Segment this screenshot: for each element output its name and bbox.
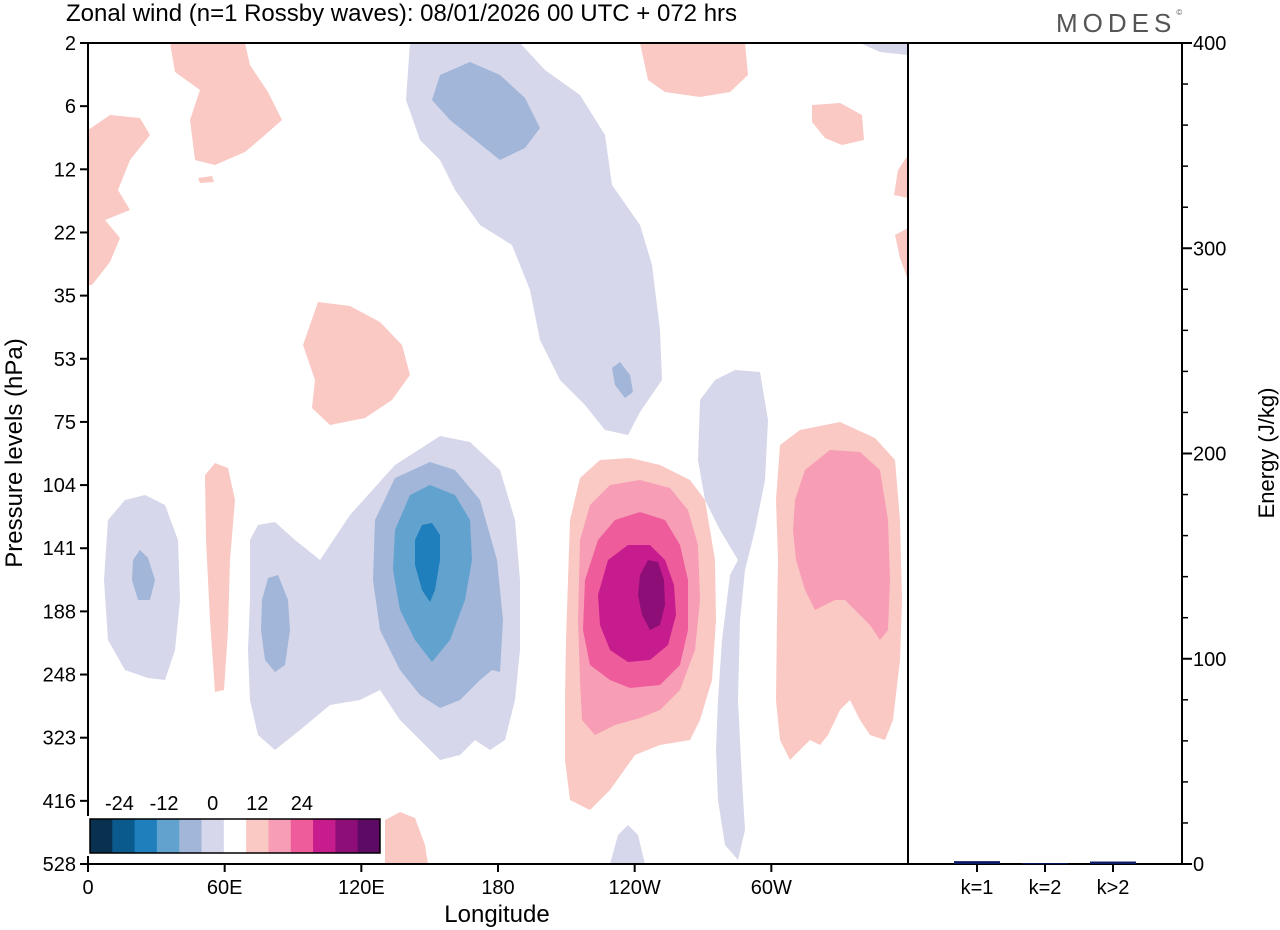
colorbar-swatch [246, 819, 269, 853]
contour-negative-region [610, 825, 645, 864]
x-axis: 0 60E 120E 180 120W 60W [82, 864, 792, 899]
contour-positive-region [170, 43, 282, 165]
energy-category-label: k=2 [1029, 877, 1062, 899]
contour-negative-region [415, 523, 440, 602]
colorbar-frame [89, 818, 381, 854]
colorbar-swatch [335, 819, 359, 853]
x-tick-label: 120E [338, 877, 385, 899]
modes-logo: MODES© [1056, 8, 1183, 38]
colorbar-swatch [223, 819, 247, 853]
colorbar-label: 24 [291, 793, 313, 815]
y-tick-label: 248 [43, 665, 76, 687]
energy-category-label: k>2 [1097, 877, 1130, 899]
colorbar-swatch [134, 819, 158, 853]
y-tick-label: 53 [54, 349, 76, 371]
contour-positive-region [793, 450, 890, 640]
contour-positive-region [303, 302, 410, 425]
x-axis-label: Longitude [444, 901, 549, 928]
contour-negative-region [612, 362, 633, 398]
contour-negative-region [432, 62, 540, 160]
colorbar-swatch [201, 819, 225, 853]
contour-field [88, 43, 908, 864]
y-tick-label: 104 [43, 475, 76, 497]
y-tick-label: 188 [43, 601, 76, 623]
energy-bars: k=1 k=2 k>2 [954, 861, 1136, 899]
colorbar [87, 816, 383, 856]
colorbar-swatch [290, 819, 314, 853]
colorbar-swatch [268, 819, 292, 853]
energy-axis-label: Energy (J/kg) [1254, 388, 1279, 519]
energy-tick-label: 200 [1193, 444, 1226, 466]
contour-negative-region [860, 43, 908, 55]
contour-positive-region [640, 43, 748, 97]
colorbar-swatch [313, 819, 336, 853]
y-tick-label: 528 [43, 854, 76, 876]
y-axis: 2 6 12 22 35 53 75 104 141 188 248 323 416 528 [43, 33, 88, 876]
contour-positive-region [88, 115, 150, 285]
y-tick-label: 12 [54, 159, 76, 181]
energy-tick-label: 100 [1193, 649, 1226, 671]
contour-negative-region [132, 550, 155, 600]
y-tick-label: 22 [54, 222, 76, 244]
contour-negative-region [261, 575, 290, 672]
y-tick-label: 35 [54, 286, 76, 308]
colorbar-label: 12 [246, 793, 268, 815]
y-tick-label: 6 [65, 96, 76, 118]
contour-positive-region [812, 103, 864, 145]
y-tick-label: 2 [65, 33, 76, 55]
colorbar-swatch [179, 819, 203, 853]
x-tick-label: 180 [481, 877, 514, 899]
colorbar-labels: -24 -12 0 12 24 [105, 793, 313, 815]
y-tick-label: 141 [43, 538, 76, 560]
chart-title: Zonal wind (n=1 Rossby waves): 08/01/202… [66, 0, 738, 27]
energy-panel-frame [907, 42, 1183, 865]
colorbar-swatch [90, 819, 113, 853]
energy-category-label: k=1 [961, 877, 994, 899]
contour-positive-region [205, 463, 235, 692]
energy-bar [1090, 861, 1136, 864]
colorbar-label: -24 [105, 793, 134, 815]
x-tick-label: 0 [82, 877, 93, 899]
contour-positive-region [638, 560, 665, 630]
energy-bar [954, 861, 1000, 864]
colorbar-label: 0 [207, 793, 218, 815]
contour-positive-region [198, 176, 214, 183]
x-tick-label: 60E [207, 877, 243, 899]
colorbar-swatch [156, 819, 180, 853]
y-tick-label: 323 [43, 728, 76, 750]
energy-tick-label: 300 [1193, 238, 1226, 260]
y-tick-label: 75 [54, 412, 76, 434]
x-tick-label: 120W [609, 877, 661, 899]
colorbar-swatch [112, 819, 136, 853]
contour-negative-region [698, 370, 768, 860]
energy-bar [1022, 863, 1068, 865]
y-axis-label: Pressure levels (hPa) [1, 338, 28, 567]
energy-tick-label: 0 [1193, 854, 1204, 876]
contour-positive-region [894, 155, 908, 198]
contour-negative-region [406, 43, 662, 435]
energy-tick-label: 400 [1193, 33, 1226, 55]
contour-positive-region [895, 228, 908, 280]
energy-axis: 0 100 200 300 400 [1182, 33, 1226, 876]
colorbar-label: -12 [150, 793, 179, 815]
colorbar-swatch [357, 819, 381, 853]
x-tick-label: 60W [751, 877, 792, 899]
contour-positive-region [385, 812, 428, 864]
y-tick-label: 416 [43, 791, 76, 813]
